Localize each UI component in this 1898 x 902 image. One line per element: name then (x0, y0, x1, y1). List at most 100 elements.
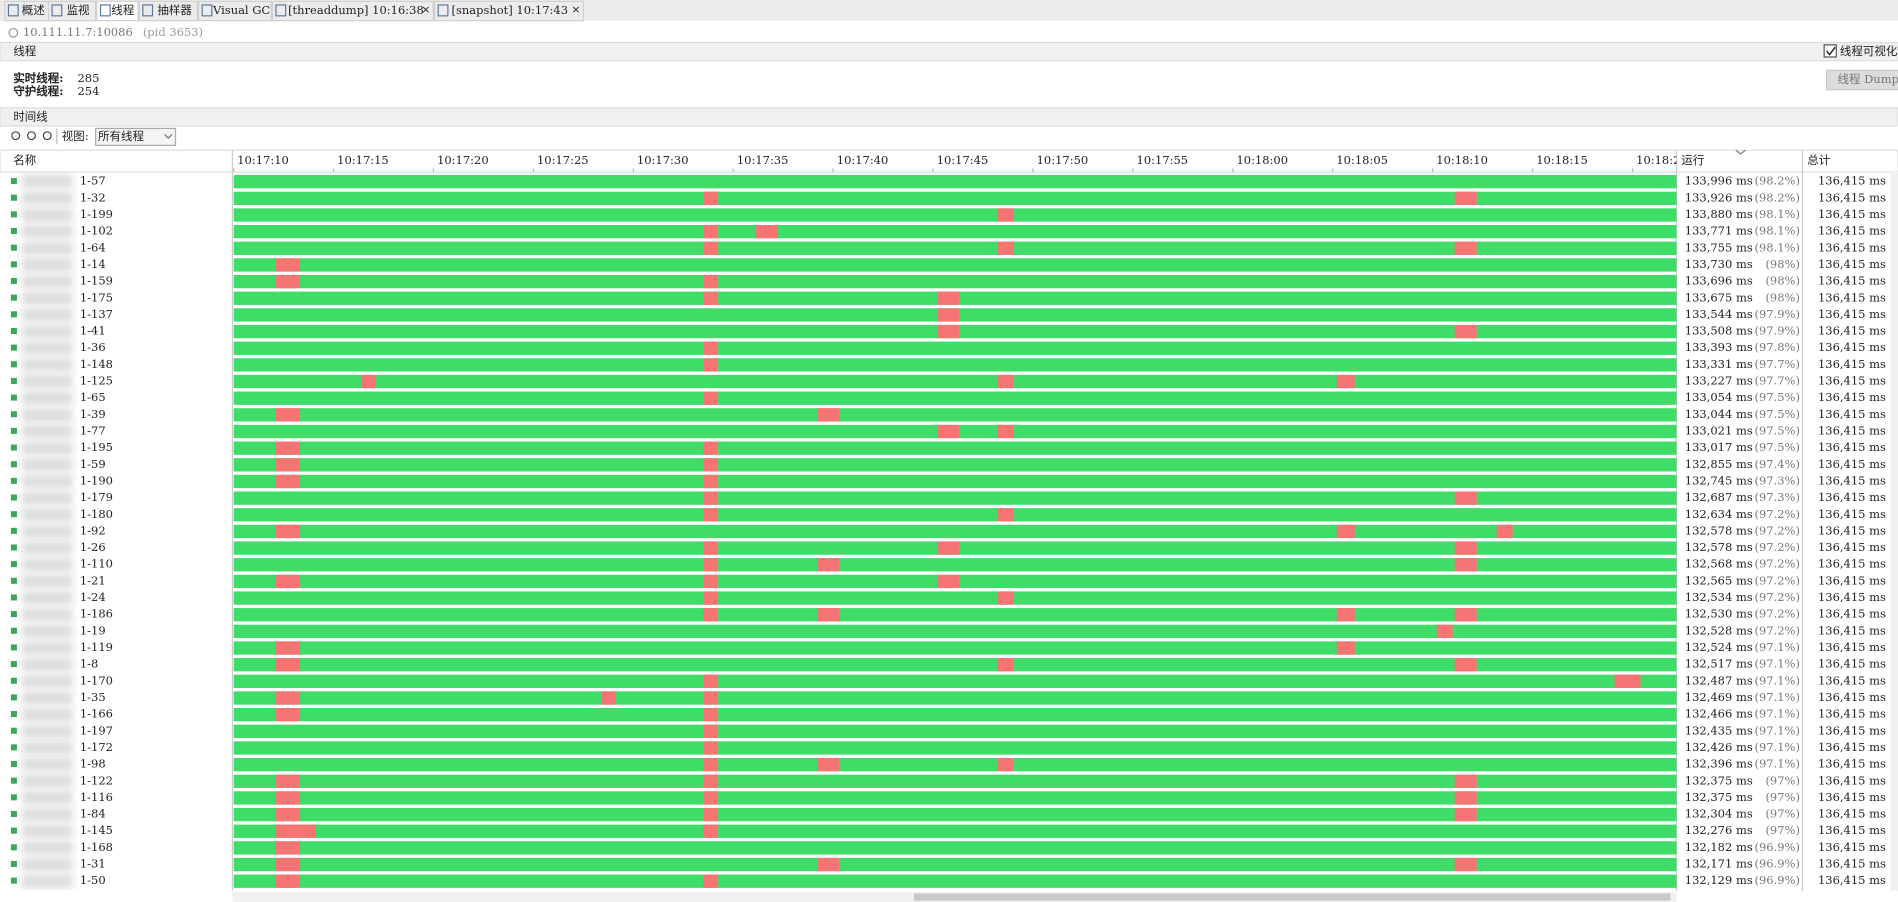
thread-row: 1-175 133,675 ms (98%) 136,415 ms (10, 290, 1886, 306)
wait-block (275, 441, 300, 455)
run-percent: (98%) (1765, 257, 1800, 271)
thread-name: 1-197 (80, 723, 113, 737)
total-time: 136,415 ms (1818, 224, 1886, 238)
time-tick-label: 10:17:40 (837, 153, 889, 167)
run-time: 133,926 ms (1685, 190, 1753, 204)
total-time: 136,415 ms (1818, 473, 1886, 487)
tab-label[interactable]: [threaddump] 10:16:38 (288, 3, 424, 17)
run-percent: (98%) (1765, 290, 1800, 304)
wait-block (703, 874, 718, 888)
running-bar (233, 874, 1677, 888)
thread-name: 1-19 (80, 623, 106, 637)
thread-row: 1-36 133,393 ms (97.8%) 136,415 ms (10, 340, 1886, 356)
total-time: 136,415 ms (1818, 573, 1886, 587)
wait-block (1454, 191, 1477, 205)
run-percent: (97.5%) (1754, 440, 1799, 454)
thread-state-icon (10, 511, 17, 518)
tab-label[interactable]: Visual GC (212, 3, 270, 17)
tab-close[interactable]: × (571, 3, 580, 16)
v-scrollbar[interactable] (1890, 171, 1898, 892)
wait-block (703, 491, 718, 505)
run-time: 133,771 ms (1685, 224, 1753, 238)
tab[interactable] (197, 0, 272, 22)
running-bar (233, 624, 1677, 639)
tab-label[interactable]: 概述 (22, 3, 45, 17)
total-time: 136,415 ms (1818, 357, 1886, 371)
thread-name: 1-170 (80, 673, 113, 687)
thread-name: 1-195 (80, 440, 113, 454)
thread-state-icon (10, 427, 17, 434)
wait-block (275, 274, 300, 289)
wait-block (703, 458, 718, 472)
thread-row: 1-179 132,687 ms (97.3%) 136,415 ms (10, 490, 1886, 506)
thread-row: 1-32 133,926 ms (98.2%) 136,415 ms (10, 190, 1886, 206)
thread-state-icon (10, 644, 17, 651)
running-bar (233, 508, 1677, 522)
run-time: 132,855 ms (1685, 457, 1753, 471)
thread-name: 1-110 (80, 557, 113, 571)
time-tick-label: 10:18:15 (1536, 153, 1588, 167)
run-percent: (98.2%) (1754, 190, 1799, 204)
zoom-fit[interactable] (42, 131, 52, 141)
run-time: 133,054 ms (1685, 390, 1753, 404)
checkbox-label[interactable]: 线程可视化 (1840, 44, 1898, 58)
view-select-value[interactable]: 所有线程 (98, 129, 144, 143)
thread-name: 1-145 (80, 823, 113, 837)
h-scroll-thumb[interactable] (913, 893, 1671, 901)
wait-block (997, 208, 1014, 222)
checkbox[interactable] (1823, 44, 1837, 58)
wait-block (1454, 857, 1477, 872)
dump-button-label[interactable]: 线程 Dump (1837, 72, 1898, 86)
wait-block (1336, 524, 1355, 539)
wait-block (703, 474, 718, 489)
wait-block (703, 774, 718, 788)
zoom-out[interactable] (26, 131, 36, 141)
total-time: 136,415 ms (1818, 557, 1886, 571)
section-title: 时间线 (13, 110, 48, 124)
time-tick-label: 10:17:30 (637, 153, 689, 167)
dump-button[interactable] (1825, 69, 1898, 91)
total-time: 136,415 ms (1818, 440, 1886, 454)
tab-close[interactable]: × (421, 3, 430, 16)
wait-block (703, 807, 718, 822)
tab[interactable] (433, 0, 585, 22)
wait-block (997, 757, 1014, 772)
run-percent: (97.1%) (1754, 673, 1799, 687)
tab[interactable] (138, 0, 198, 22)
thread-name: 1-14 (80, 257, 106, 271)
total-time: 136,415 ms (1818, 424, 1886, 438)
zoom-in[interactable] (11, 131, 21, 141)
thread-name: 1-36 (80, 340, 106, 354)
tab-label[interactable]: [snapshot] 10:17:43 (452, 3, 568, 17)
thread-name: 1-41 (80, 324, 106, 338)
thread-row: 1-145 132,276 ms (97%) 136,415 ms (10, 823, 1886, 839)
wait-block (275, 658, 300, 672)
run-time: 132,687 ms (1685, 490, 1753, 504)
total-time: 136,415 ms (1818, 490, 1886, 504)
wait-block (703, 558, 718, 572)
run-time: 133,044 ms (1685, 407, 1753, 421)
run-percent: (97.2%) (1754, 590, 1799, 604)
run-time: 132,745 ms (1685, 473, 1753, 487)
thread-state-icon (10, 860, 17, 867)
run-percent: (97.2%) (1754, 557, 1799, 571)
wait-block (275, 458, 300, 472)
thread-name: 1-98 (80, 757, 106, 771)
wait-block (817, 608, 840, 622)
running-bar (233, 408, 1677, 422)
tab-label[interactable]: 监视 (67, 3, 90, 17)
total-time: 136,415 ms (1818, 657, 1886, 671)
run-time: 132,375 ms (1685, 773, 1753, 787)
wait-block (1454, 807, 1477, 822)
thread-name: 1-180 (80, 507, 113, 521)
thread-name: 1-8 (80, 657, 99, 671)
tab[interactable] (271, 0, 434, 22)
view-select[interactable] (95, 127, 177, 146)
run-time: 133,880 ms (1685, 207, 1753, 221)
thread-name: 1-59 (80, 457, 106, 471)
wait-block (1454, 491, 1477, 505)
tab-label[interactable]: 线程 (111, 3, 134, 17)
total-time: 136,415 ms (1818, 523, 1886, 537)
tab-label[interactable]: 抽样器 (157, 3, 192, 17)
